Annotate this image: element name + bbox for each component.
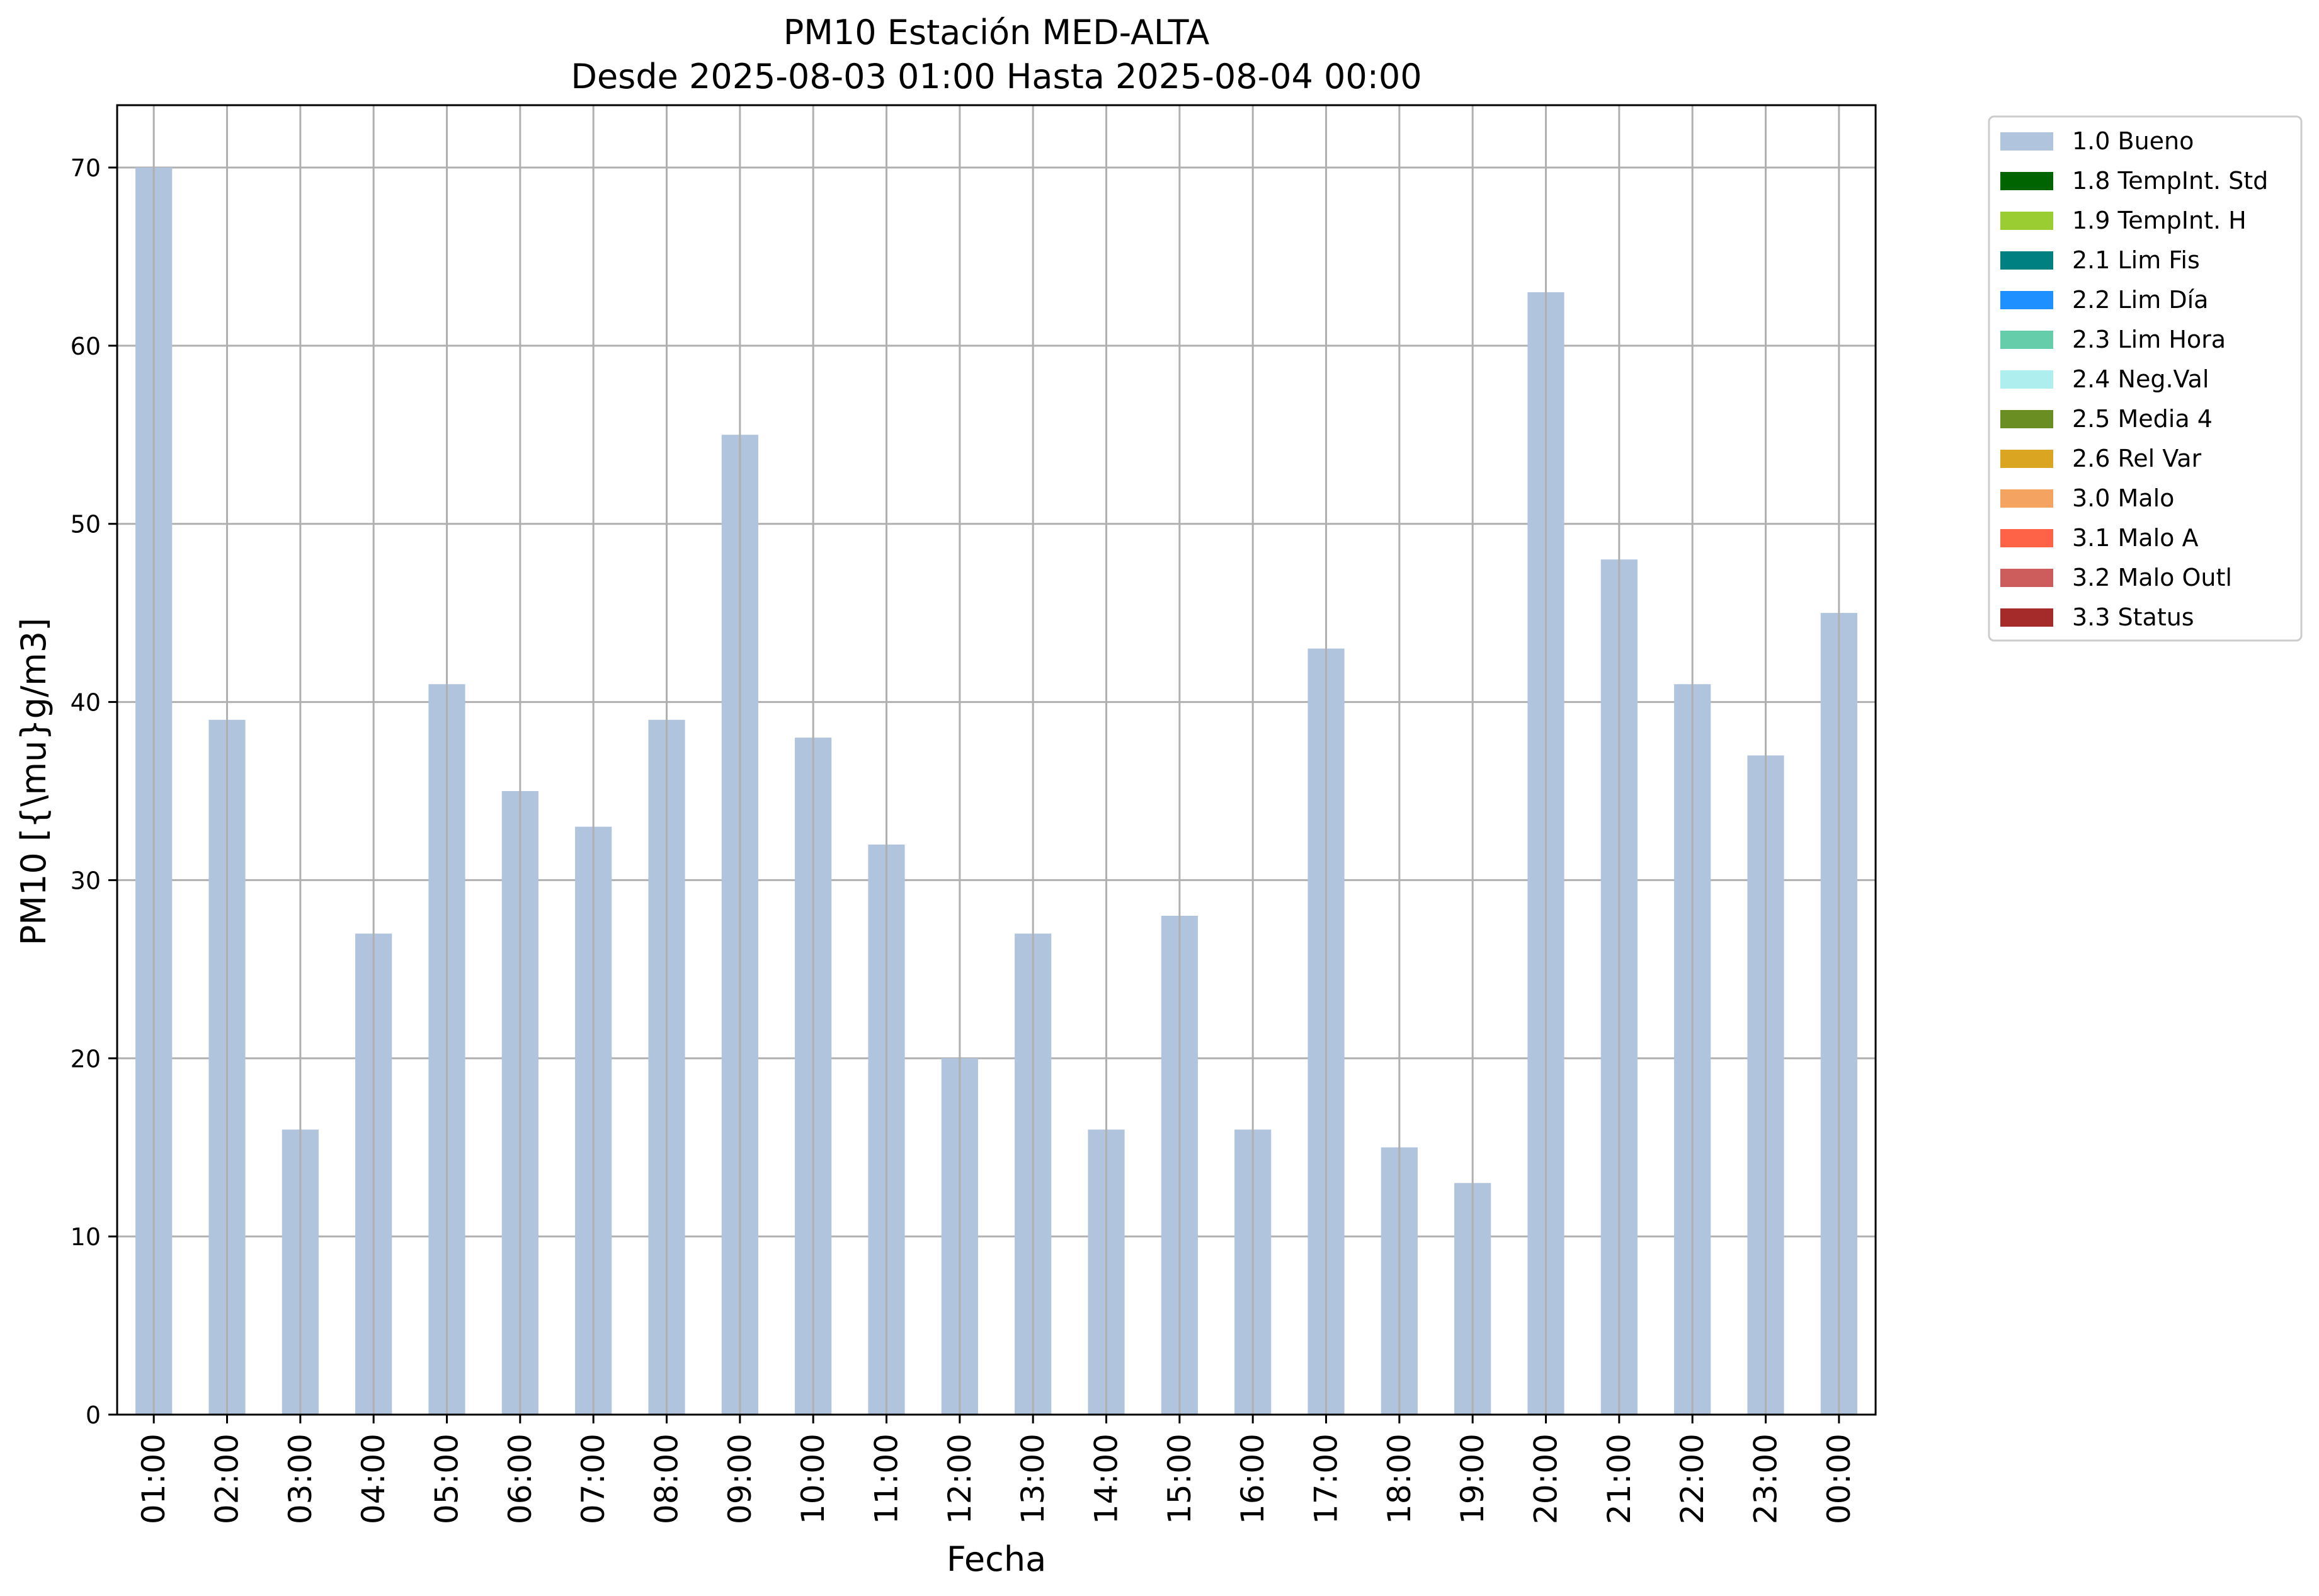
legend-frame (1988, 115, 2303, 642)
legend-label: 2.6 Rel Var (2072, 445, 2202, 472)
x-axis-ticks: 01:00 02:00 03:00 04:00 05:00 06:00 07:00 08:00… (135, 1415, 1857, 1524)
chart-subtitle: Desde 2025-08-03 01:00 Hasta 2025-08-04 … (571, 57, 1422, 96)
legend-label: 2.3 Lim Hora (2072, 326, 2226, 353)
bars (135, 168, 1857, 1415)
x-tick-label: 12:00 (942, 1434, 978, 1524)
chart-title: PM10 Estación MED-ALTA (783, 13, 1210, 52)
legend-label: 1.8 TempInt. Std (2072, 167, 2268, 195)
legend-label: 3.2 Malo Outl (2072, 564, 2232, 591)
legend-swatch (2000, 569, 2053, 587)
legend-swatch (2000, 331, 2053, 349)
x-tick-label: 11:00 (869, 1434, 905, 1524)
plot-frame (116, 104, 1877, 1416)
legend-label: 3.1 Malo A (2072, 524, 2198, 552)
legend: 1.0 Bueno 1.8 TempInt. Std 1.9 TempInt. H 2… (1988, 115, 2303, 642)
legend-label: 1.9 TempInt. H (2072, 207, 2247, 234)
legend-swatch (2000, 450, 2053, 468)
legend-swatch (2000, 212, 2053, 230)
x-tick-label: 01:00 (135, 1434, 172, 1524)
legend-label: 2.2 Lim Día (2072, 286, 2208, 314)
x-tick-label: 19:00 (1454, 1434, 1491, 1524)
x-tick-label: 16:00 (1234, 1434, 1271, 1524)
grid (117, 166, 1876, 1416)
y-axis-label: PM10 [{\mu}g/m3] (14, 618, 54, 945)
legend-label: 2.5 Media 4 (2072, 405, 2213, 433)
x-tick-label: 09:00 (722, 1434, 758, 1524)
x-tick-label: 22:00 (1674, 1434, 1711, 1524)
legend-swatch (2000, 370, 2053, 389)
legend-label: 3.3 Status (2072, 603, 2194, 631)
x-tick-label: 10:00 (795, 1434, 831, 1524)
y-tick-label: 70 (71, 154, 101, 182)
x-tick-label: 21:00 (1601, 1434, 1638, 1524)
x-tick-label: 05:00 (429, 1434, 465, 1524)
legend-swatch (2000, 251, 2053, 270)
x-tick-label: 23:00 (1748, 1434, 1784, 1524)
x-tick-label: 07:00 (575, 1434, 612, 1524)
legend-swatch (2000, 172, 2053, 190)
x-tick-label: 04:00 (355, 1434, 392, 1524)
y-tick-label: 0 (86, 1401, 101, 1429)
legend-swatch (2000, 608, 2053, 627)
legend-label: 3.0 Malo (2072, 484, 2174, 512)
x-tick-label: 13:00 (1015, 1434, 1051, 1524)
legend-swatch (2000, 132, 2053, 151)
x-tick-label: 18:00 (1381, 1434, 1418, 1524)
y-tick-label: 40 (71, 689, 101, 717)
legend-swatch (2000, 291, 2053, 309)
y-tick-label: 10 (71, 1223, 101, 1251)
vertical-grid (152, 105, 1840, 1415)
x-tick-label: 06:00 (502, 1434, 538, 1524)
x-tick-label: 14:00 (1088, 1434, 1125, 1524)
x-tick-label: 02:00 (209, 1434, 246, 1524)
y-tick-label: 50 (71, 511, 101, 539)
x-tick-label: 03:00 (282, 1434, 319, 1524)
y-tick-label: 20 (71, 1045, 101, 1073)
y-tick-label: 60 (71, 333, 101, 360)
x-tick-label: 08:00 (649, 1434, 685, 1524)
legend-swatch (2000, 529, 2053, 547)
legend-swatch (2000, 489, 2053, 508)
x-tick-label: 17:00 (1308, 1434, 1345, 1524)
legend-swatch (2000, 410, 2053, 428)
legend-label: 2.4 Neg.Val (2072, 365, 2209, 393)
legend-label: 2.1 Lim Fis (2072, 246, 2200, 274)
x-tick-label: 15:00 (1161, 1434, 1198, 1524)
y-tick-label: 30 (71, 867, 101, 894)
legend-label: 1.0 Bueno (2072, 127, 2194, 155)
x-tick-label: 20:00 (1528, 1434, 1564, 1524)
x-tick-label: 00:00 (1821, 1434, 1857, 1524)
x-axis-label: Fecha (947, 1539, 1046, 1579)
y-axis-ticks: 0 10 20 30 40 50 60 70 (71, 154, 117, 1429)
